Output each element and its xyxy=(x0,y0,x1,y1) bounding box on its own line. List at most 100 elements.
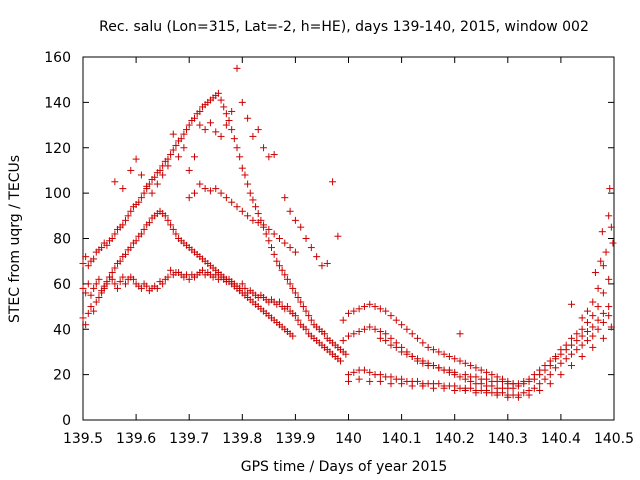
data-point xyxy=(299,303,307,311)
data-point xyxy=(339,337,347,345)
data-point xyxy=(493,391,501,399)
data-point xyxy=(111,230,119,238)
data-point xyxy=(525,391,533,399)
data-point xyxy=(164,273,172,281)
plot-frame xyxy=(82,56,615,421)
data-point xyxy=(127,244,135,252)
data-point xyxy=(456,357,464,365)
data-point xyxy=(108,235,116,242)
data-point xyxy=(84,309,92,317)
data-point xyxy=(350,330,358,338)
data-point xyxy=(366,368,374,376)
data-point xyxy=(605,303,613,311)
data-point xyxy=(599,309,607,317)
x-tick-label: 139.7 xyxy=(169,431,209,447)
data-point xyxy=(137,194,145,202)
data-point xyxy=(201,185,209,193)
data-point xyxy=(599,262,607,270)
data-point xyxy=(132,237,140,245)
data-point xyxy=(191,189,199,197)
data-point xyxy=(594,325,602,333)
data-point xyxy=(294,316,302,324)
data-point xyxy=(520,389,528,397)
data-point xyxy=(79,284,87,292)
data-point xyxy=(185,121,193,129)
data-point xyxy=(82,253,90,261)
data-point xyxy=(100,284,108,292)
data-point xyxy=(151,173,159,181)
data-point xyxy=(546,362,554,370)
plot-border xyxy=(82,56,615,421)
data-point xyxy=(167,221,175,229)
data-point xyxy=(228,126,236,134)
data-point xyxy=(514,393,522,401)
data-point xyxy=(483,375,491,383)
data-point xyxy=(342,350,350,358)
data-point xyxy=(597,257,605,265)
data-point xyxy=(198,266,206,274)
data-point xyxy=(350,368,358,376)
data-point xyxy=(398,321,406,329)
y-tick-label: 160 xyxy=(44,50,71,66)
data-point xyxy=(514,382,522,390)
data-point xyxy=(355,328,363,336)
data-point xyxy=(525,377,533,385)
data-point xyxy=(169,146,177,154)
x-tick-label: 139.9 xyxy=(275,431,315,447)
data-point xyxy=(429,384,437,392)
data-point xyxy=(573,346,581,354)
data-point xyxy=(129,275,137,283)
data-point xyxy=(228,107,236,115)
data-point xyxy=(106,273,114,281)
data-point xyxy=(108,269,116,277)
data-point xyxy=(552,364,560,372)
data-point xyxy=(124,212,132,220)
data-point xyxy=(214,89,222,97)
data-point xyxy=(605,312,613,320)
data-point xyxy=(562,355,570,363)
data-point xyxy=(424,343,432,351)
data-point xyxy=(183,126,191,134)
data-point xyxy=(212,128,220,136)
data-point xyxy=(382,330,390,338)
data-point xyxy=(568,350,576,358)
data-point xyxy=(275,235,283,242)
data-point xyxy=(321,330,329,338)
data-point xyxy=(419,339,427,347)
data-point xyxy=(238,98,246,106)
data-point xyxy=(273,257,281,265)
x-axis: 139.5 139.6 139.7 139.8 139.9 140 140.1 140.2 14… xyxy=(63,57,634,447)
data-point xyxy=(472,389,480,397)
data-point xyxy=(254,219,262,227)
data-point xyxy=(283,275,291,283)
data-point xyxy=(191,153,199,161)
data-point xyxy=(159,280,167,288)
data-point xyxy=(289,284,297,292)
data-point xyxy=(541,366,549,374)
data-point xyxy=(121,216,129,224)
data-point xyxy=(583,318,591,326)
data-point xyxy=(594,316,602,324)
data-point xyxy=(345,309,352,317)
data-point xyxy=(345,371,352,379)
data-point xyxy=(164,216,172,224)
data-point xyxy=(360,325,368,333)
chart-title: Rec. salu (Lon=315, Lat=-2, h=HE), days … xyxy=(99,19,589,35)
data-point xyxy=(467,362,475,370)
data-point xyxy=(185,194,193,202)
data-point xyxy=(414,377,422,385)
data-point xyxy=(175,153,183,161)
data-point xyxy=(206,119,214,127)
data-point xyxy=(137,230,145,238)
data-point xyxy=(546,380,554,388)
x-tick-label: 140.2 xyxy=(435,431,475,447)
data-point xyxy=(228,198,236,206)
data-point xyxy=(589,343,597,351)
data-point xyxy=(302,307,310,315)
data-point xyxy=(249,196,257,204)
data-point xyxy=(302,325,310,333)
data-point xyxy=(220,103,228,111)
data-point xyxy=(451,368,459,376)
data-point xyxy=(562,346,570,354)
